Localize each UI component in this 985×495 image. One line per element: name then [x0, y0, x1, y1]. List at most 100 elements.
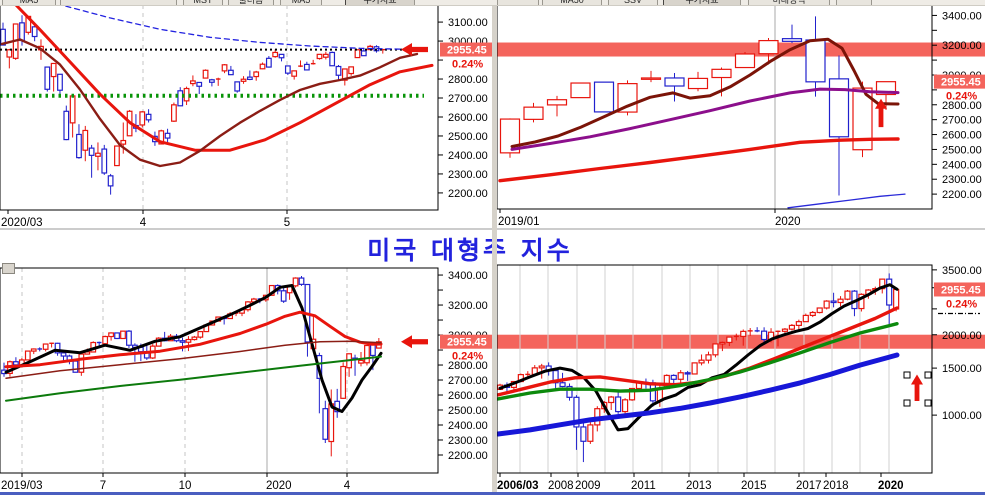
candle-body: [292, 277, 299, 287]
y-axis-label: 2200.00: [448, 188, 488, 200]
candle-body: [837, 298, 844, 304]
candle-body: [63, 110, 70, 141]
plot-border: [0, 4, 439, 211]
candle-body: [893, 288, 900, 310]
left-arrow-annotation[interactable]: [401, 43, 428, 57]
y-axis-label: 3100.00: [448, 17, 488, 29]
candle-body: [758, 39, 779, 55]
y-axis-label: 2700.00: [448, 93, 488, 105]
candle-body: [335, 65, 342, 76]
selection-handle[interactable]: [903, 399, 911, 407]
candle-body: [145, 113, 152, 121]
candle-body: [191, 336, 198, 341]
candle-body: [348, 66, 355, 75]
candle-body: [559, 382, 566, 388]
toolbar-tab-MA50[interactable]: MA50: [542, 0, 602, 5]
toolbar-tab[interactable]: [497, 0, 539, 5]
candle-body: [6, 49, 13, 58]
candle-body: [227, 69, 234, 76]
candle-body: [108, 332, 115, 338]
candle-body: [190, 80, 196, 85]
candle-body: [719, 341, 726, 345]
candle-body: [24, 350, 31, 361]
candle-body: [208, 79, 215, 83]
candle-body: [158, 130, 165, 145]
chart-weekly-plot[interactable]: [1, 268, 383, 473]
ma-red: [498, 137, 900, 183]
candle-body: [781, 328, 789, 332]
up-arrow-annotation[interactable]: [875, 98, 887, 128]
candle-body: [788, 324, 796, 330]
candle-body: [809, 311, 816, 317]
candle-body: [120, 330, 126, 340]
price-badge: [934, 282, 985, 297]
candle-body: [0, 28, 6, 46]
window-bottom-edge: [0, 492, 985, 495]
toolbar-tab-MST[interactable]: MST: [183, 0, 223, 5]
x-axis-label: 2008: [548, 480, 574, 492]
left-arrow-annotation[interactable]: [401, 335, 428, 349]
toolbar-strip-clipped[interactable]: MA5 MST 불러옴 MA5 주가지표 MA50 SSV 주가지표 미래영역: [0, 0, 985, 6]
candle-body: [712, 343, 719, 356]
candle-body: [499, 118, 521, 154]
panel-handle-icon[interactable]: [2, 263, 15, 274]
selection-handle[interactable]: [924, 371, 932, 379]
candle-body: [781, 38, 803, 42]
candle-body: [566, 385, 573, 398]
toolbar-tab-주가지표[interactable]: 주가지표: [663, 0, 741, 5]
candle-body: [265, 57, 272, 68]
x-axis-label: 2015: [741, 480, 767, 492]
toolbar-tab-MA5[interactable]: MA5: [280, 0, 322, 5]
x-axis-label: 2019/01: [498, 216, 540, 228]
toolbar-tab[interactable]: [60, 0, 177, 5]
candle-body: [197, 330, 204, 338]
up-arrow-annotation[interactable]: [911, 374, 923, 401]
page-title: 미국 대형주 지수: [367, 236, 573, 265]
toolbar-tab-SSV[interactable]: SSV: [608, 0, 658, 5]
plot-border: [496, 264, 933, 474]
x-axis-label: 4: [344, 480, 351, 492]
candle-body: [291, 70, 298, 77]
candle-body: [621, 399, 629, 413]
candle-body: [726, 336, 733, 344]
ma-purple: [510, 87, 900, 151]
chart-daily-plot[interactable]: [0, 0, 434, 210]
y-axis-label: 2300.00: [942, 174, 982, 186]
candle-body: [202, 69, 209, 79]
candle-body: [844, 290, 851, 300]
chart-monthly[interactable]: 3400.003200.003000.002800.002700.002600.…: [496, 4, 985, 230]
toolbar-tab-미래영역[interactable]: 미래영역: [748, 0, 830, 5]
y-axis-label: 3500.00: [942, 265, 982, 277]
candle-body: [60, 352, 67, 357]
price-badge-value: 2955.45: [941, 284, 981, 296]
candle-body: [608, 396, 615, 404]
candle-body: [640, 77, 662, 80]
candle-body: [284, 65, 291, 74]
candle-body: [177, 90, 184, 107]
x-axis-label: 2020: [775, 216, 801, 228]
candle-body: [221, 64, 228, 72]
x-axis-label: 2011: [631, 480, 656, 492]
toolbar-tab[interactable]: [836, 0, 872, 5]
toolbar-tab-주가지표[interactable]: 주가지표: [345, 0, 415, 5]
chart-longterm-plot[interactable]: [497, 265, 900, 473]
candle-body: [54, 342, 61, 354]
candle-body: [795, 321, 802, 326]
candle-body: [183, 87, 190, 102]
candle-body: [259, 63, 266, 70]
x-axis-label: 2013: [686, 480, 712, 492]
selection-handle[interactable]: [903, 371, 911, 379]
ma-short-maroon: [0, 38, 419, 168]
candle-body: [88, 147, 95, 156]
y-axis-label: 2500.00: [448, 131, 488, 143]
candle-body: [13, 361, 19, 366]
selection-handle[interactable]: [924, 399, 932, 407]
toolbar-tab-MA5[interactable]: MA5: [2, 0, 56, 5]
candle-body: [196, 81, 203, 87]
toolbar-tab-불러옴[interactable]: 불러옴: [228, 0, 274, 5]
candle-body: [698, 359, 705, 364]
chart-monthly-plot[interactable]: [498, 5, 906, 209]
